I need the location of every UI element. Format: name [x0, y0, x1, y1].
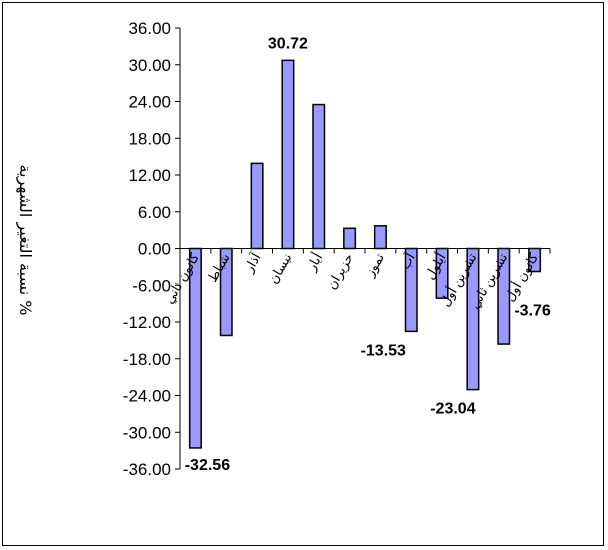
data-label: -3.76	[514, 303, 551, 320]
bar	[435, 247, 449, 299]
y-tick-label: 0.00	[138, 240, 171, 259]
y-tick-label: -6.00	[132, 276, 171, 295]
bar	[281, 59, 295, 250]
bar	[219, 247, 233, 337]
bar	[497, 247, 511, 345]
data-label: -23.04	[430, 401, 475, 418]
data-label: -32.56	[185, 457, 230, 474]
y-tick-label: 6.00	[138, 203, 171, 222]
data-label: -13.53	[361, 342, 406, 359]
bar	[528, 247, 542, 273]
x-category-label: تموز	[361, 250, 388, 280]
y-tick-label: 36.00	[128, 19, 171, 38]
x-category-label: حزيران	[324, 251, 357, 293]
x-category-label: أيار	[302, 250, 326, 274]
y-tick-label: -12.00	[123, 313, 171, 332]
bar	[466, 247, 480, 391]
x-category-label: نيسان	[265, 251, 294, 287]
y-tick-label: 24.00	[128, 93, 171, 112]
data-label: 30.72	[268, 35, 308, 52]
bar	[312, 103, 326, 250]
x-category-label: آذار	[240, 249, 266, 276]
y-tick-label: -24.00	[123, 387, 171, 406]
bar	[188, 247, 202, 449]
y-tick-label: 30.00	[128, 56, 171, 75]
y-tick-label: -30.00	[123, 423, 171, 442]
y-axis-label: نسبة التغير الشهرية %	[15, 165, 35, 316]
bar	[343, 227, 357, 250]
y-tick-label: -36.00	[123, 460, 171, 479]
bar	[404, 247, 418, 333]
bar	[250, 162, 264, 250]
bar	[373, 225, 387, 250]
y-tick-label: 18.00	[128, 129, 171, 148]
y-tick-label: 12.00	[128, 166, 171, 185]
y-tick-label: -18.00	[123, 350, 171, 369]
